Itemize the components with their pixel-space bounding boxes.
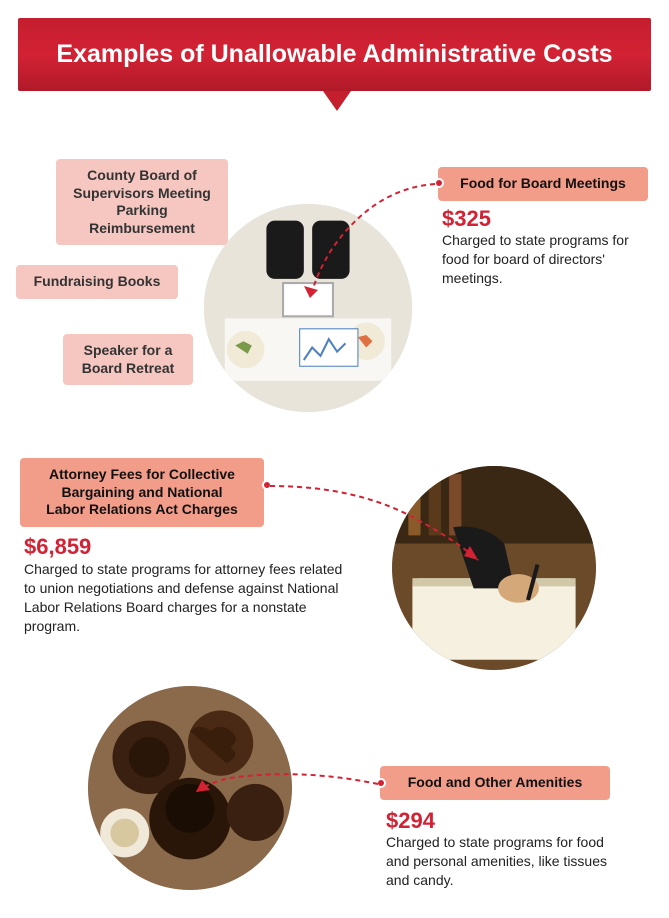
box-food-board: Food for Board Meetings [438, 167, 648, 201]
box-amenities: Food and Other Amenities [380, 766, 610, 800]
connector-dot-amenities [376, 778, 386, 788]
box-speaker: Speaker for aBoard Retreat [63, 334, 193, 385]
amount-amenities: $294 [386, 808, 435, 834]
attorney-icon [392, 466, 596, 670]
board-meeting-icon [204, 204, 412, 412]
desc-food-board: Charged to state programs for food for b… [442, 231, 642, 288]
image-amenities [88, 686, 292, 890]
desc-attorney: Charged to state programs for attorney f… [24, 560, 354, 636]
box-fundraising: Fundraising Books [16, 265, 178, 299]
box-attorney: Attorney Fees for CollectiveBargaining a… [20, 458, 264, 527]
image-board-meeting [204, 204, 412, 412]
chocolates-icon [88, 686, 292, 890]
image-attorney [392, 466, 596, 670]
box-parking: County Board ofSupervisors MeetingParkin… [56, 159, 228, 245]
page-title: Examples of Unallowable Administrative C… [38, 40, 631, 69]
desc-amenities: Charged to state programs for food and p… [386, 833, 626, 890]
connector-dot-food [434, 178, 444, 188]
header-banner: Examples of Unallowable Administrative C… [18, 18, 651, 91]
amount-attorney: $6,859 [24, 534, 91, 560]
connector-dot-attorney [262, 480, 272, 490]
amount-food-board: $325 [442, 206, 491, 232]
